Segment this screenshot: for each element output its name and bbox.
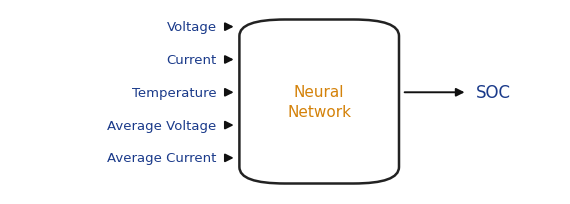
Text: Current: Current <box>166 54 217 67</box>
FancyBboxPatch shape <box>239 20 399 184</box>
Text: Temperature: Temperature <box>132 86 217 99</box>
Text: Average Voltage: Average Voltage <box>107 119 217 132</box>
Text: Neural
Network: Neural Network <box>287 85 351 119</box>
Text: Voltage: Voltage <box>166 21 217 34</box>
Text: SOC: SOC <box>476 84 511 102</box>
Text: Average Current: Average Current <box>107 152 217 165</box>
